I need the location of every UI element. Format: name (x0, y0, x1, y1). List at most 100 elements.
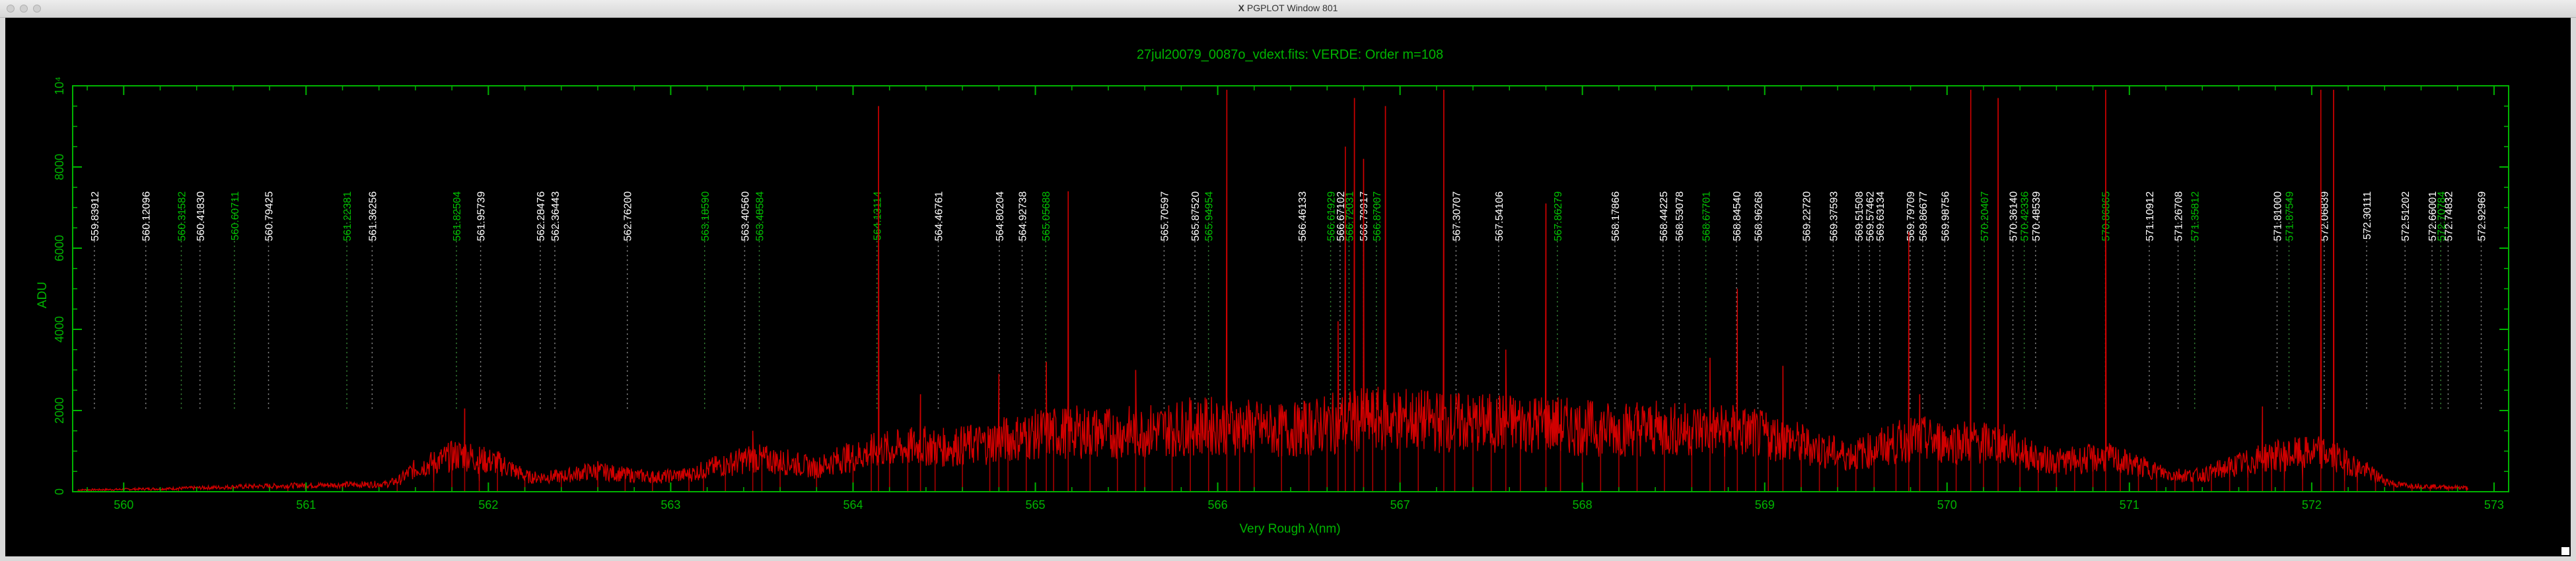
chart-title: 27jul20079_0087o_vdext.fits: VERDE: Orde… (1137, 48, 1443, 62)
reference-line-label: 561.36256 (367, 191, 378, 242)
reference-line-label: 571.87549 (2284, 191, 2295, 242)
reference-line-label: 572.92969 (2477, 191, 2488, 242)
y-tick-label: 0 (53, 488, 66, 495)
y-tick-label: 2000 (53, 397, 66, 424)
x-tick-label: 561 (296, 498, 316, 512)
reference-line-label: 560.79425 (264, 191, 275, 242)
spectrum-group (77, 90, 2469, 492)
x-tick-label: 560 (114, 498, 133, 512)
resize-grip-icon[interactable] (2561, 547, 2569, 555)
reference-line-label: 568.44225 (1659, 191, 1670, 242)
reference-line-label: 569.57462 (1865, 191, 1876, 242)
reference-line-label: 564.92738 (1017, 191, 1028, 242)
reference-line-label: 561.82504 (452, 191, 463, 242)
reference-line-label: 569.79709 (1906, 191, 1917, 242)
reference-line-label: 564.46761 (934, 191, 945, 242)
close-window-button[interactable] (7, 5, 15, 13)
y-tick-label: 8000 (53, 154, 66, 180)
x-tick-label: 565 (1026, 498, 1046, 512)
reference-line-label: 568.67701 (1701, 191, 1713, 242)
reference-line-label: 565.87520 (1190, 191, 1201, 242)
window-title: X PGPLOT Window 801 (0, 3, 2576, 13)
reference-line-label: 563.40560 (740, 191, 751, 242)
reference-line-label: 566.61929 (1326, 191, 1338, 242)
y-tick-label: 10⁴ (53, 77, 66, 95)
reference-line-label: 568.84540 (1732, 191, 1743, 242)
x-tick-label: 562 (478, 498, 498, 512)
spectrum-plot: 27jul20079_0087o_vdext.fits: VERDE: Orde… (36, 48, 2509, 536)
reference-line-label: 567.86279 (1553, 191, 1564, 242)
reference-line-label: 560.31582 (176, 191, 188, 242)
x-tick-label: 566 (1208, 498, 1228, 512)
reference-line-label: 572.70784 (2436, 191, 2447, 242)
x-tick-label: 568 (1573, 498, 1592, 512)
pgplot-canvas[interactable]: 27jul20079_0087o_vdext.fits: VERDE: Orde… (5, 18, 2571, 556)
reference-line-label: 566.67102 (1336, 191, 1347, 242)
reference-line-label: 572.74832 (2443, 191, 2454, 242)
minimize-window-button[interactable] (20, 5, 28, 13)
window-title-text: PGPLOT Window 801 (1246, 3, 1338, 13)
x-tick-label: 569 (1755, 498, 1775, 512)
reference-line-label: 563.48584 (755, 191, 766, 242)
reference-line-label: 561.95739 (476, 191, 487, 242)
reference-line-label: 570.86865 (2101, 191, 2112, 242)
x-tick-label: 570 (1937, 498, 1957, 512)
reference-line-label: 560.60711 (230, 191, 241, 241)
reference-line-label: 567.30707 (1451, 191, 1462, 242)
reference-line-label: 572.30111 (2362, 191, 2373, 240)
reference-line-label: 560.41830 (196, 191, 207, 242)
x-tick-label: 567 (1390, 498, 1410, 512)
line-marker-group: 559.83912 560.12096 560.31582 560.41830 560.… (90, 191, 2488, 411)
reference-line-label: 571.10912 (2145, 191, 2156, 242)
axes-group: 560 561 562 563 564 565 566 567 568 569 570 571 572 5… (53, 77, 2509, 512)
reference-line-label: 572.06839 (2320, 191, 2331, 242)
reference-line-label: 567.54106 (1494, 191, 1505, 242)
reference-line-label: 560.12096 (141, 191, 153, 242)
reference-line-label: 562.28476 (536, 191, 547, 242)
reference-line-label: 566.79917 (1359, 191, 1370, 242)
reference-line-label: 571.26708 (2174, 191, 2185, 242)
reference-line-label: 572.66001 (2427, 191, 2439, 242)
x11-logo-icon: X (1238, 3, 1244, 13)
reference-line-label: 569.63134 (1875, 191, 1886, 242)
reference-line-label: 568.17866 (1610, 191, 1622, 242)
reference-line-label: 566.46133 (1297, 191, 1308, 242)
x-tick-label: 564 (843, 498, 863, 512)
x-tick-label: 573 (2484, 498, 2504, 512)
spectrum-series-line (77, 90, 2469, 492)
reference-line-label: 570.20407 (1980, 191, 1991, 242)
x-tick-label: 572 (2302, 498, 2322, 512)
y-tick-label: 6000 (53, 235, 66, 261)
x-axis-label: Very Rough λ(nm) (1239, 522, 1340, 536)
reference-line-label: 562.76200 (623, 191, 634, 242)
reference-line-label: 565.05688 (1041, 191, 1052, 242)
reference-line-label: 566.87007 (1372, 191, 1383, 242)
reference-line-label: 570.48539 (2031, 191, 2042, 242)
reference-line-label: 565.70597 (1159, 191, 1170, 242)
reference-line-label: 568.53078 (1674, 191, 1686, 242)
reference-line-label: 569.22720 (1801, 191, 1812, 242)
reference-line-label: 566.72031 (1344, 191, 1355, 242)
zoom-window-button[interactable] (33, 5, 41, 13)
reference-line-label: 564.80204 (995, 191, 1006, 242)
reference-line-label: 571.81000 (2272, 191, 2283, 242)
reference-line-label: 569.98756 (1940, 191, 1951, 242)
reference-line-label: 570.42336 (2020, 191, 2031, 242)
x-tick-label: 563 (661, 498, 680, 512)
window-titlebar[interactable]: X PGPLOT Window 801 (0, 0, 2576, 18)
reference-line-label: 570.36140 (2009, 191, 2020, 242)
y-axis-label: ADU (36, 282, 50, 308)
reference-line-label: 563.18590 (700, 191, 711, 242)
reference-line-label: 572.51202 (2400, 191, 2412, 242)
reference-line-label: 571.35812 (2190, 191, 2201, 242)
y-tick-label: 4000 (53, 316, 66, 343)
reference-line-label: 565.94954 (1204, 191, 1215, 242)
reference-line-label: 562.36443 (550, 191, 561, 242)
reference-line-label: 559.83912 (90, 191, 101, 242)
reference-line-label: 569.51508 (1854, 191, 1865, 242)
reference-line-label: 561.22381 (342, 191, 353, 242)
reference-line-label: 568.96268 (1753, 191, 1764, 242)
reference-line-label: 564.13114 (873, 191, 884, 241)
reference-line-label: 569.37593 (1828, 191, 1840, 242)
x-tick-label: 571 (2120, 498, 2139, 512)
